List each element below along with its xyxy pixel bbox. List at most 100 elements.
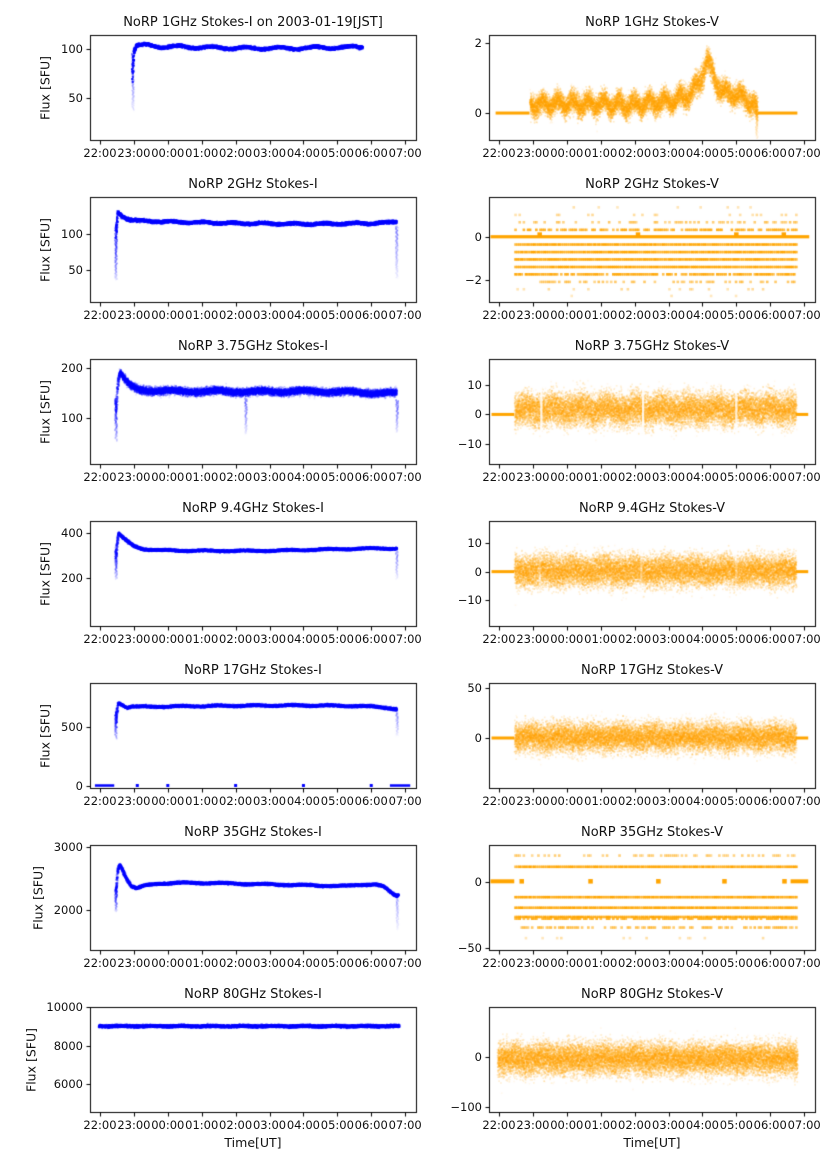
x-tick-label: 07:00 bbox=[787, 956, 821, 970]
x-tick-label: 04:00 bbox=[685, 1118, 719, 1132]
y-tick-label: −10 bbox=[457, 436, 482, 451]
x-tick-label: 04:00 bbox=[286, 956, 320, 970]
x-tick-label: 00:00 bbox=[550, 794, 584, 808]
x-tick-label: 01:00 bbox=[185, 956, 219, 970]
y-axis-label: Flux [SFU] bbox=[30, 865, 46, 930]
x-tick-label: 06:00 bbox=[354, 146, 388, 160]
x-tick-label: 22:00 bbox=[482, 794, 516, 808]
x-tick-label: 04:00 bbox=[286, 632, 320, 646]
x-tick-label: 07:00 bbox=[787, 470, 821, 484]
chart-title-norp-80ghz-stokes-v: NoRP 80GHz Stokes-V bbox=[581, 987, 723, 1002]
x-tick-label: 01:00 bbox=[584, 632, 618, 646]
x-tick-label: 03:00 bbox=[252, 1118, 287, 1132]
chart-title-norp-17ghz-stokes-i: NoRP 17GHz Stokes-I bbox=[184, 663, 322, 678]
x-tick-label: 22:00 bbox=[83, 470, 117, 484]
x-tick-label: 23:00 bbox=[117, 956, 151, 970]
x-tick-label: 07:00 bbox=[787, 308, 821, 322]
chart-title-norp-1ghz-stokes-i-on-2003-01-19-jst: NoRP 1GHz Stokes-I on 2003-01-19[JST] bbox=[123, 15, 383, 30]
x-tick-label: 04:00 bbox=[286, 146, 320, 160]
chart-title-norp-2ghz-stokes-v: NoRP 2GHz Stokes-V bbox=[585, 177, 719, 192]
x-tick-label: 07:00 bbox=[787, 632, 821, 646]
x-tick-label: 06:00 bbox=[354, 794, 388, 808]
x-tick-label: 05:00 bbox=[719, 632, 753, 646]
x-tick-label: 00:00 bbox=[550, 470, 584, 484]
x-tick-label: 05:00 bbox=[719, 146, 753, 160]
x-tick-label: 00:00 bbox=[151, 794, 185, 808]
x-tick-label: 23:00 bbox=[516, 956, 550, 970]
x-tick-label: 03:00 bbox=[252, 956, 287, 970]
x-tick-label: 02:00 bbox=[618, 1118, 652, 1132]
y-axis-label: Flux [SFU] bbox=[37, 55, 53, 120]
x-tick-label: 23:00 bbox=[117, 470, 151, 484]
x-tick-label: 02:00 bbox=[618, 632, 652, 646]
y-tick-label: 8000 bbox=[53, 1038, 83, 1053]
x-tick-label: 03:00 bbox=[651, 470, 686, 484]
x-tick-label: 00:00 bbox=[151, 1118, 185, 1132]
x-tick-label: 07:00 bbox=[787, 146, 821, 160]
x-tick-label: 23:00 bbox=[117, 632, 151, 646]
x-tick-label: 07:00 bbox=[388, 956, 422, 970]
y-tick-label: −10 bbox=[457, 593, 482, 608]
x-tick-label: 04:00 bbox=[685, 470, 719, 484]
y-tick-label: 0 bbox=[75, 778, 83, 793]
x-tick-label: 04:00 bbox=[286, 308, 320, 322]
x-tick-label: 06:00 bbox=[753, 470, 787, 484]
x-tick-label: 05:00 bbox=[719, 470, 753, 484]
x-tick-label: 02:00 bbox=[219, 470, 253, 484]
x-tick-label: 06:00 bbox=[354, 1118, 388, 1132]
x-tick-label: 02:00 bbox=[219, 632, 253, 646]
y-tick-label: 0 bbox=[474, 1050, 482, 1064]
x-tick-label: 05:00 bbox=[719, 308, 753, 322]
x-tick-label: 07:00 bbox=[388, 632, 422, 646]
x-tick-label: 22:00 bbox=[482, 146, 516, 160]
x-tick-label: 02:00 bbox=[219, 308, 253, 322]
x-tick-label: 23:00 bbox=[117, 308, 151, 322]
x-tick-label: 06:00 bbox=[354, 956, 388, 970]
x-axis-label: Time[UT] bbox=[224, 1135, 282, 1150]
chart-title-norp-35ghz-stokes-i: NoRP 35GHz Stokes-I bbox=[184, 825, 322, 840]
x-tick-label: 23:00 bbox=[117, 1118, 151, 1132]
x-tick-label: 23:00 bbox=[117, 794, 151, 808]
x-tick-label: 02:00 bbox=[618, 146, 652, 160]
y-tick-label: 200 bbox=[61, 571, 83, 586]
x-tick-label: 00:00 bbox=[550, 146, 584, 160]
x-tick-label: 05:00 bbox=[320, 956, 354, 970]
y-tick-label: 6000 bbox=[53, 1077, 83, 1092]
x-tick-label: 01:00 bbox=[185, 632, 219, 646]
y-tick-label: 50 bbox=[467, 681, 482, 695]
x-tick-label: 02:00 bbox=[618, 794, 652, 808]
x-tick-label: 03:00 bbox=[651, 1118, 686, 1132]
y-tick-label: −50 bbox=[457, 941, 482, 956]
x-tick-label: 03:00 bbox=[651, 146, 686, 160]
x-tick-label: 02:00 bbox=[219, 956, 253, 970]
x-tick-label: 01:00 bbox=[584, 470, 618, 484]
y-axis-label: Flux [SFU] bbox=[37, 379, 53, 444]
x-tick-label: 07:00 bbox=[388, 794, 422, 808]
x-tick-label: 02:00 bbox=[219, 794, 253, 808]
x-tick-label: 06:00 bbox=[354, 308, 388, 322]
chart-title-norp-3-75ghz-stokes-v: NoRP 3.75GHz Stokes-V bbox=[574, 339, 730, 354]
chart-title-norp-2ghz-stokes-i: NoRP 2GHz Stokes-I bbox=[188, 177, 318, 192]
x-tick-label: 04:00 bbox=[685, 308, 719, 322]
x-tick-label: 22:00 bbox=[83, 146, 117, 160]
x-tick-label: 22:00 bbox=[83, 794, 117, 808]
x-tick-label: 05:00 bbox=[719, 794, 753, 808]
x-tick-label: 01:00 bbox=[584, 794, 618, 808]
x-tick-label: 03:00 bbox=[651, 956, 686, 970]
y-tick-label: 200 bbox=[61, 361, 83, 375]
x-tick-label: 07:00 bbox=[388, 470, 422, 484]
x-tick-label: 05:00 bbox=[719, 1118, 753, 1132]
x-tick-label: 03:00 bbox=[651, 308, 686, 322]
x-tick-label: 00:00 bbox=[151, 146, 185, 160]
x-tick-label: 06:00 bbox=[753, 146, 787, 160]
x-tick-label: 01:00 bbox=[185, 146, 219, 160]
x-tick-label: 22:00 bbox=[482, 470, 516, 484]
x-tick-label: 03:00 bbox=[651, 794, 686, 808]
x-tick-label: 01:00 bbox=[185, 794, 219, 808]
x-tick-label: 01:00 bbox=[185, 308, 219, 322]
chart-title-norp-17ghz-stokes-v: NoRP 17GHz Stokes-V bbox=[581, 663, 723, 678]
x-tick-label: 22:00 bbox=[83, 308, 117, 322]
x-tick-label: 03:00 bbox=[651, 632, 686, 646]
x-tick-label: 00:00 bbox=[550, 956, 584, 970]
chart-title-norp-3-75ghz-stokes-i: NoRP 3.75GHz Stokes-I bbox=[177, 339, 329, 354]
